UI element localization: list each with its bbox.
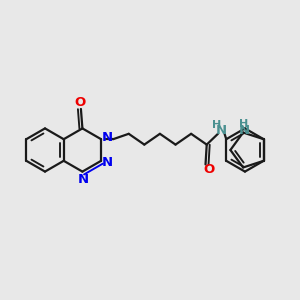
Text: N: N	[102, 131, 113, 144]
Text: N: N	[77, 173, 88, 186]
Text: N: N	[238, 124, 250, 136]
Text: H: H	[212, 120, 222, 130]
Text: O: O	[75, 96, 86, 109]
Text: N: N	[215, 124, 226, 137]
Text: N: N	[102, 156, 113, 170]
Text: O: O	[203, 164, 215, 176]
Text: H: H	[239, 119, 249, 129]
